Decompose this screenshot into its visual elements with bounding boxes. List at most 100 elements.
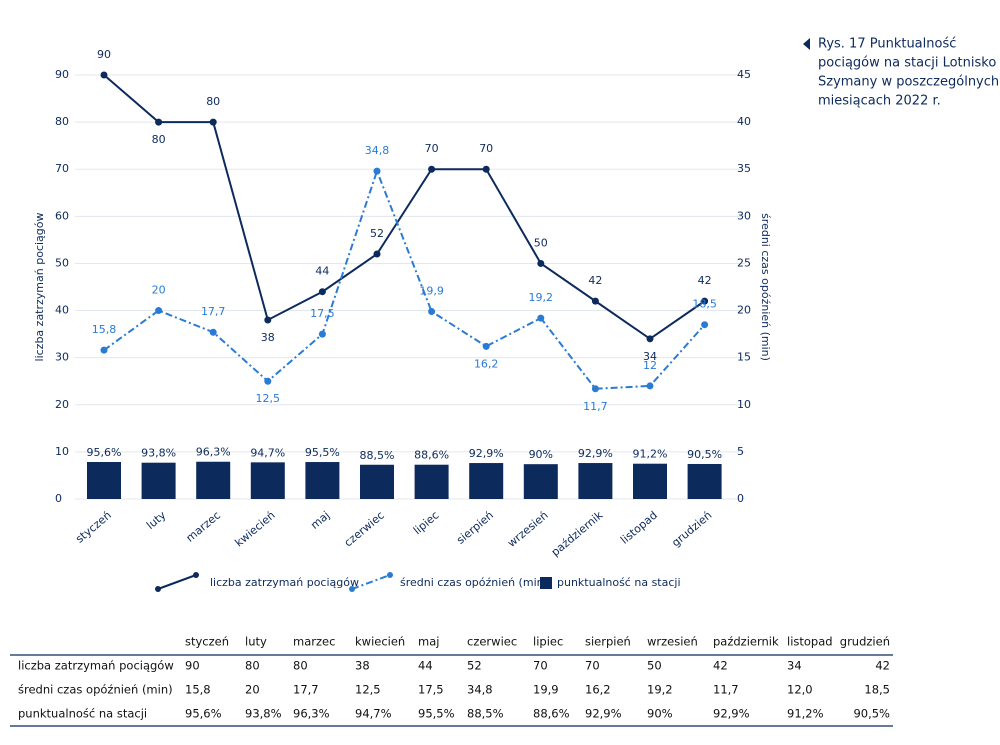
bar [414, 464, 449, 499]
bar-value-label: 95,5% [305, 446, 340, 459]
table-row-label: punktualność na stacji [18, 707, 147, 721]
point-label: 70 [479, 142, 493, 155]
table-cell: 92,9% [713, 707, 750, 721]
table-cell: 15,8 [185, 683, 211, 697]
legend-swatch [155, 586, 161, 592]
y2-tick-label: 30 [737, 209, 751, 222]
table-cell: 17,7 [293, 683, 319, 697]
y2-tick-label: 10 [737, 398, 751, 411]
legend-swatch [193, 572, 199, 578]
table-cell: 52 [467, 659, 482, 673]
x-tick-label: październik [549, 508, 606, 559]
y2-tick-label: 25 [737, 256, 751, 269]
point [100, 71, 108, 79]
bar [633, 463, 667, 499]
line [103, 168, 706, 390]
y2-tick-label: 45 [737, 68, 751, 81]
bar-value-label: 91,2% [633, 448, 668, 461]
point-label: 17,5 [310, 307, 335, 320]
point [155, 307, 163, 315]
point [646, 335, 654, 343]
table-header: maj [418, 635, 439, 649]
bar-value-label: 94,7% [250, 446, 285, 459]
table-cell: 90% [647, 707, 673, 721]
table-cell: 12,0 [787, 683, 813, 697]
bar-value-label: 90% [529, 448, 553, 461]
y2-tick-label: 15 [737, 351, 751, 364]
y-tick-label: 30 [55, 351, 69, 364]
bar [469, 463, 504, 499]
table-header: czerwiec [467, 635, 517, 649]
caption-marker [803, 38, 810, 50]
point [646, 382, 654, 390]
line [103, 74, 706, 341]
table-cell: 91,2% [787, 707, 824, 721]
x-tick-label: grudzień [669, 509, 714, 550]
point [701, 297, 709, 305]
x-tick-label: listopad [618, 509, 660, 547]
table-cell: 17,5 [418, 683, 444, 697]
bar [578, 463, 613, 499]
legend-swatch [387, 572, 393, 578]
table-cell: 70 [533, 659, 548, 673]
bar-value-label: 88,6% [414, 449, 449, 462]
point-label: 12 [643, 359, 657, 372]
point-label: 80 [206, 95, 220, 108]
table-cell: 34,8 [467, 683, 493, 697]
table-cell: 42 [875, 659, 890, 673]
bar-value-label: 93,8% [141, 447, 176, 460]
table-cell: 94,7% [355, 707, 392, 721]
point-label: 80 [152, 133, 166, 146]
table-cell: 93,8% [245, 707, 282, 721]
point [209, 118, 217, 126]
y2-tick-label: 35 [737, 162, 751, 175]
table-cell: 88,5% [467, 707, 504, 721]
point [482, 165, 490, 173]
point-label: 52 [370, 227, 384, 240]
point [537, 259, 545, 267]
table-cell: 70 [585, 659, 600, 673]
table-cell: 88,6% [533, 707, 570, 721]
y2-tick-label: 5 [737, 445, 744, 458]
x-tick-label: lipiec [411, 509, 442, 538]
bar [305, 462, 340, 499]
point-label: 42 [698, 274, 712, 287]
y-tick-label: 40 [55, 304, 69, 317]
table-header: październik [713, 635, 779, 649]
table-cell: 50 [647, 659, 662, 673]
bar [250, 462, 285, 499]
point-label: 16,2 [474, 357, 499, 370]
bar-value-label: 92,9% [578, 447, 613, 460]
table-header: lipiec [533, 635, 563, 649]
bar [141, 462, 176, 499]
x-tick-label: sierpień [454, 509, 496, 547]
table-cell: 95,5% [418, 707, 455, 721]
table-cell: 16,2 [585, 683, 611, 697]
y-tick-label: 20 [55, 398, 69, 411]
bar [87, 462, 121, 499]
caption-line: Rys. 17 Punktualność [818, 37, 956, 52]
point-label: 90 [97, 48, 111, 61]
point [482, 342, 490, 350]
y2-tick-label: 20 [737, 304, 751, 317]
point [264, 377, 272, 385]
legend-swatch [157, 574, 197, 590]
legend-label: liczba zatrzymań pociągów [210, 576, 359, 589]
point-label: 15,8 [92, 323, 117, 336]
table-cell: 90 [185, 659, 200, 673]
y-tick-label: 70 [55, 162, 69, 175]
bar-value-label: 95,6% [87, 446, 122, 459]
y2-tick-label: 0 [737, 492, 744, 505]
table-cell: 11,7 [713, 683, 739, 697]
point [155, 118, 163, 126]
point-label: 44 [315, 265, 329, 278]
point-label: 38 [261, 331, 275, 344]
point [537, 314, 545, 322]
x-tick-label: maj [308, 509, 332, 532]
y-tick-label: 10 [55, 445, 69, 458]
table-row-label: średni czas opóźnień (min) [18, 683, 173, 697]
table-cell: 92,9% [585, 707, 622, 721]
point-label: 19,2 [529, 291, 554, 304]
table-header: wrzesień [647, 635, 698, 649]
